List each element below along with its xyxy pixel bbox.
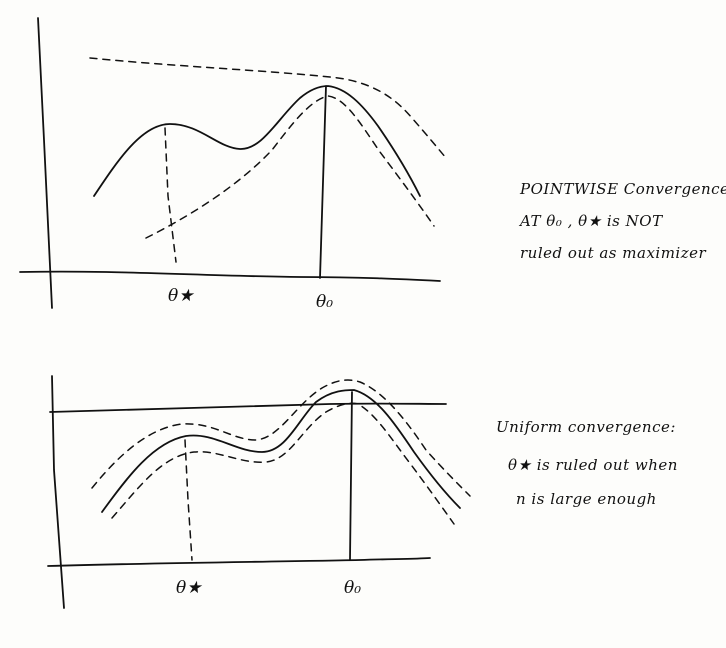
bottom-lower-band [111,402,455,525]
bottom-caption-line-2: θ★ is ruled out when [508,456,678,474]
bottom-theta0-label: θ₀ [344,578,362,598]
top-sample-dashed-curve [145,95,435,239]
bottom-y-axis [51,375,65,609]
bottom-threshold-line [49,402,447,413]
bottom-x-axis [47,557,431,567]
bottom-upper-band [91,379,471,497]
bottom-caption-line-3: n is large enough [516,490,657,508]
top-diagram [19,17,447,309]
bottom-theta-star-marker [184,439,193,561]
top-theta0-marker [319,85,327,279]
top-y-axis [37,17,53,309]
top-population-curve [93,85,421,197]
top-caption-line-1: POINTWISE Convergence [520,180,726,198]
top-x-axis [19,270,441,282]
top-caption-line-3: ruled out as maximizer [520,244,707,262]
bottom-caption-line-1: Uniform convergence: [496,418,676,436]
bottom-population-curve [101,389,461,513]
bottom-diagram [47,375,471,609]
top-theta0-label: θ₀ [316,292,334,312]
top-flat-dashed-curve [89,57,447,159]
bottom-theta-star-label: θ★ [176,578,202,598]
bottom-theta0-marker [349,391,353,561]
top-theta-star-label: θ★ [168,286,194,306]
top-theta-star-marker [164,127,177,263]
top-caption-line-2: AT θ₀ , θ★ is NOT [520,212,663,230]
